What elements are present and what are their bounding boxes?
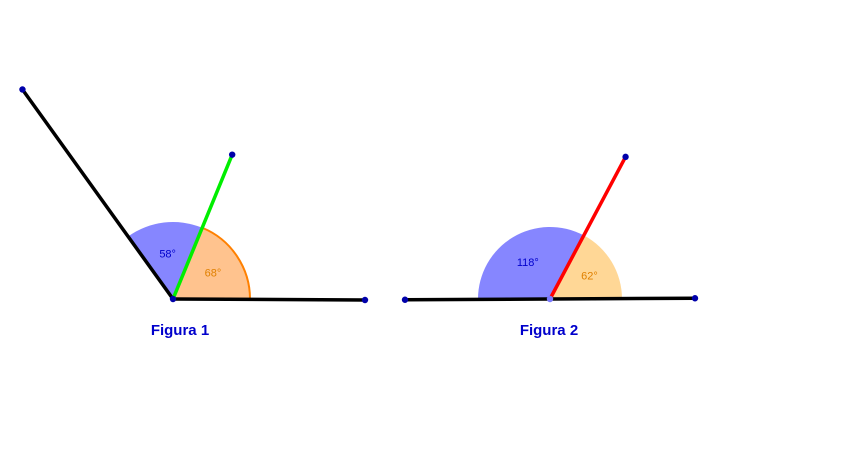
figure-2-right-side[interactable] [548, 296, 697, 301]
figure-1-left-side[interactable] [20, 87, 175, 301]
figure-1-ray-point[interactable] [228, 151, 236, 158]
figure-1-caption: Figura 1 [151, 322, 209, 339]
figure-1-angle-b-sector [173, 227, 250, 300]
figure-2-left-side[interactable] [403, 297, 552, 302]
figure-1-angle-b-arc [201, 226, 251, 300]
figure-2-angle-a-label: 118° [517, 257, 539, 269]
figure-2-ray-point[interactable] [622, 153, 629, 161]
figure-2-vertex-point[interactable] [546, 295, 554, 303]
figure-2-angle-a-sector [478, 227, 584, 299]
figure-1-base-side[interactable] [171, 297, 367, 302]
figure-2-angle-b-sector [550, 235, 622, 299]
figure-2-caption: Figura 2 [520, 322, 578, 339]
figure-2: 118° 62° Figura 2 [401, 153, 699, 339]
figure-1-angle-b-label: 68° [205, 267, 222, 279]
figure-2-right-point[interactable] [691, 295, 699, 302]
figure-1-vertex-point[interactable] [169, 295, 177, 303]
figure-1: 58° 68° Figura 1 [19, 86, 369, 339]
figure-1-angle-a-label: 58° [159, 248, 176, 260]
figure-2-left-point[interactable] [401, 296, 409, 303]
figure-1-left-point[interactable] [19, 86, 26, 93]
figure-1-angle-a-sector [128, 222, 203, 299]
figure-1-divider-ray[interactable] [171, 152, 234, 301]
figure-2-angle-b-label: 62° [581, 270, 598, 282]
figure-1-base-point[interactable] [361, 296, 369, 304]
figure-2-divider-ray[interactable] [548, 155, 628, 301]
